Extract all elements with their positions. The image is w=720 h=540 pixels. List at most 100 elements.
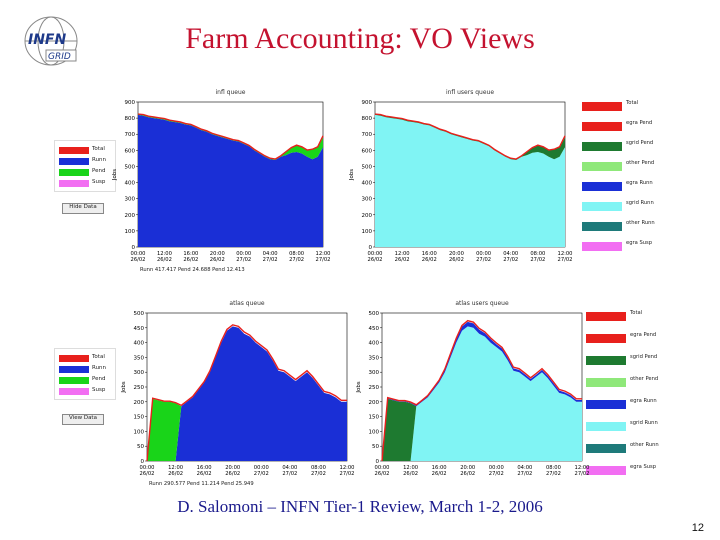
legend-label: Total — [626, 100, 639, 106]
chart-infl-users-queue: infl users queue 0 100 200 300 400 500 600 700 80… — [349, 89, 573, 263]
legend-swatch — [582, 142, 622, 151]
x-tick-label: 26/02 — [368, 257, 383, 263]
y-tick-label: 700 — [125, 132, 136, 138]
legend-swatch — [59, 388, 89, 395]
x-tick-label: 26/02 — [225, 471, 240, 477]
x-tick-label: 12:00 — [575, 465, 590, 471]
legend-label: sgrid Pend — [626, 140, 654, 146]
series-area — [138, 114, 323, 247]
legend-label: Susp — [92, 387, 106, 393]
y-tick-label: 400 — [125, 181, 136, 187]
legend-swatch — [582, 122, 622, 131]
y-axis-label: Jobs — [121, 381, 127, 393]
legend-swatch — [59, 180, 89, 187]
chart-atlas-queue: atlas queue 0 50 100 150 200 250 300 350 400 450 50… — [121, 300, 354, 487]
chart-title: atlas users queue — [455, 300, 509, 307]
x-tick-label: 27/02 — [489, 471, 504, 477]
series-total-line — [146, 324, 347, 462]
x-tick-label: 26/02 — [395, 257, 410, 263]
legend-label: other Runn — [626, 220, 655, 226]
x-tick-label: 16:00 — [422, 251, 437, 257]
legend-swatch — [59, 366, 89, 373]
hide-data-button[interactable]: Hide Data — [62, 203, 104, 214]
legend-label: Total — [630, 310, 643, 316]
y-tick-label: 600 — [125, 148, 136, 154]
legend-swatch — [586, 400, 626, 409]
x-tick-label: 00:00 — [131, 251, 146, 257]
x-tick-label: 04:00 — [503, 251, 518, 257]
x-tick-label: 00:00 — [236, 251, 251, 257]
x-tick-label: 20:00 — [210, 251, 225, 257]
x-tick-label: 12:00 — [558, 251, 573, 257]
x-tick-label: 08:00 — [311, 465, 326, 471]
y-tick-label: 100 — [362, 229, 373, 235]
legend-label: Total — [92, 354, 105, 360]
legend-label: sgrid Pend — [630, 354, 658, 360]
y-tick-label: 250 — [369, 385, 380, 391]
y-tick-label: 400 — [369, 341, 380, 347]
legend-label: egra Susp — [626, 240, 653, 246]
chart-caption: Runn 417.417 Pend 24.688 Pend 12.413 — [140, 267, 245, 273]
chart-title: atlas queue — [229, 300, 265, 307]
chart-title: infl users queue — [446, 89, 494, 96]
x-tick-label: 20:00 — [449, 251, 464, 257]
chart-atlas-users-queue: atlas users queue 0 50 100 150 200 250 300 350 40… — [356, 300, 590, 477]
y-tick-label: 500 — [125, 164, 136, 170]
legend-swatch — [586, 356, 626, 365]
legend-label: sgrid Runn — [630, 420, 658, 426]
x-tick-label: 27/02 — [282, 471, 297, 477]
legend-label: Runn — [92, 365, 107, 371]
legend-label: egra Runn — [626, 180, 653, 186]
x-tick-label: 26/02 — [183, 257, 198, 263]
x-tick-label: 27/02 — [289, 257, 304, 263]
view-data-button[interactable]: View Data — [62, 414, 104, 425]
legend-swatch — [582, 222, 622, 231]
y-tick-label: 200 — [362, 213, 373, 219]
y-tick-label: 400 — [134, 341, 145, 347]
x-tick-label: 16:00 — [183, 251, 198, 257]
y-tick-label: 900 — [125, 100, 136, 106]
infn-grid-logo-icon: INFN GRID — [24, 16, 78, 66]
y-tick-label: 0 — [376, 459, 380, 465]
x-tick-label: 26/02 — [403, 471, 418, 477]
series-area — [147, 326, 347, 461]
x-tick-label: 27/02 — [530, 257, 545, 263]
series-area — [147, 326, 347, 461]
x-tick-label: 26/02 — [140, 471, 155, 477]
y-tick-label: 500 — [369, 311, 380, 317]
y-tick-label: 450 — [134, 326, 145, 332]
y-tick-label: 500 — [134, 311, 145, 317]
legend-swatch — [582, 102, 622, 111]
x-tick-label: 00:00 — [368, 251, 383, 257]
legend-swatch — [582, 202, 622, 211]
x-tick-label: 26/02 — [197, 471, 212, 477]
x-tick-label: 27/02 — [263, 257, 278, 263]
x-tick-label: 04:00 — [517, 465, 532, 471]
legend-right-bottom: Total egra Pend sgrid Pend other Pend egra R… — [586, 310, 676, 495]
x-tick-label: 26/02 — [375, 471, 390, 477]
y-tick-label: 800 — [125, 116, 136, 122]
legend-swatch — [59, 147, 89, 154]
legend-swatch — [59, 169, 89, 176]
y-tick-label: 0 — [132, 245, 136, 251]
legend-swatch — [59, 355, 89, 362]
legend-label: other Pend — [626, 160, 655, 166]
y-tick-label: 400 — [362, 181, 373, 187]
page-number: 12 — [691, 522, 704, 534]
x-tick-label: 08:00 — [289, 251, 304, 257]
y-tick-label: 600 — [362, 148, 373, 154]
legend-swatch — [59, 158, 89, 165]
series-area — [375, 114, 565, 247]
y-tick-label: 300 — [369, 370, 380, 376]
x-tick-label: 27/02 — [254, 471, 269, 477]
legend-label: egra Pend — [630, 332, 657, 338]
legend-swatch — [59, 377, 89, 384]
legend-swatch — [586, 312, 626, 321]
x-tick-label: 20:00 — [460, 465, 475, 471]
y-axis-label: Jobs — [356, 381, 362, 393]
chart-infl-queue: infl queue 0 100 200 300 400 500 600 700 800 900 Jo… — [112, 89, 330, 273]
legend-label: Pend — [92, 376, 106, 382]
x-tick-label: 12:00 — [168, 465, 183, 471]
y-tick-label: 0 — [369, 245, 373, 251]
x-tick-label: 00:00 — [476, 251, 491, 257]
